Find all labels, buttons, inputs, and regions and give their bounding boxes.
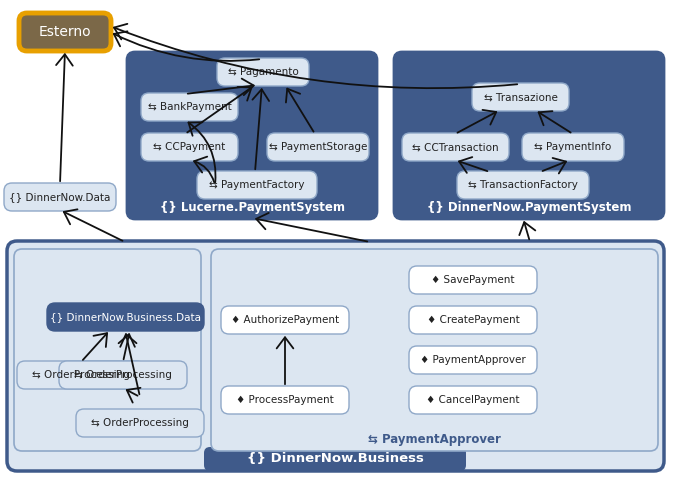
FancyBboxPatch shape [402,133,509,161]
Text: ♦ SavePayment: ♦ SavePayment [431,275,515,285]
Text: ♦ AuthorizePayment: ♦ AuthorizePayment [231,315,339,325]
FancyBboxPatch shape [47,303,204,331]
FancyBboxPatch shape [76,409,204,437]
Text: ♦ ProcessPayment: ♦ ProcessPayment [236,395,334,405]
Text: ⇆ PaymentFactory: ⇆ PaymentFactory [209,180,305,190]
FancyBboxPatch shape [4,183,116,211]
Text: {} DinnerNow.Business.Data: {} DinnerNow.Business.Data [50,312,201,322]
Text: ⇆ TransactionFactory: ⇆ TransactionFactory [468,180,578,190]
FancyBboxPatch shape [204,447,466,471]
FancyBboxPatch shape [221,386,349,414]
Text: ♦ PaymentApprover: ♦ PaymentApprover [420,355,526,365]
FancyBboxPatch shape [457,171,589,199]
FancyBboxPatch shape [221,306,349,334]
Text: ⇆ Transazione: ⇆ Transazione [484,92,557,102]
FancyBboxPatch shape [522,133,624,161]
FancyBboxPatch shape [17,361,145,389]
FancyBboxPatch shape [267,133,369,161]
FancyBboxPatch shape [7,241,664,471]
FancyBboxPatch shape [59,361,187,389]
Text: ♦ CancelPayment: ♦ CancelPayment [426,395,520,405]
Text: {} DinnerNow.Data: {} DinnerNow.Data [9,192,110,202]
Text: ⇆ PaymentInfo: ⇆ PaymentInfo [534,142,612,152]
FancyBboxPatch shape [472,83,569,111]
FancyBboxPatch shape [197,171,317,199]
FancyBboxPatch shape [19,13,111,51]
FancyBboxPatch shape [127,52,377,219]
Text: ⇆ BankPayment: ⇆ BankPayment [147,102,232,112]
FancyBboxPatch shape [394,52,664,219]
Text: ⇆ Pagamento: ⇆ Pagamento [227,67,298,77]
Text: ⇆ PaymentApprover: ⇆ PaymentApprover [368,433,501,445]
FancyBboxPatch shape [409,346,537,374]
Text: {} DinnerNow.PaymentSystem: {} DinnerNow.PaymentSystem [427,200,631,214]
Text: ⇆ OrderProcessing: ⇆ OrderProcessing [32,370,130,380]
Text: {} Lucerne.PaymentSystem: {} Lucerne.PaymentSystem [160,200,345,214]
Text: Esterno: Esterno [38,25,92,39]
Text: ⇆ OrderProcessing: ⇆ OrderProcessing [74,370,172,380]
FancyBboxPatch shape [409,306,537,334]
FancyBboxPatch shape [409,386,537,414]
FancyBboxPatch shape [141,93,238,121]
FancyBboxPatch shape [141,133,238,161]
Text: ♦ CreatePayment: ♦ CreatePayment [427,315,520,325]
FancyBboxPatch shape [14,249,201,451]
FancyBboxPatch shape [211,249,658,451]
FancyBboxPatch shape [409,266,537,294]
Text: ⇆ CCPayment: ⇆ CCPayment [153,142,225,152]
FancyBboxPatch shape [217,58,309,86]
Text: ⇆ PaymentStorage: ⇆ PaymentStorage [269,142,367,152]
Text: {} DinnerNow.Business: {} DinnerNow.Business [246,453,423,466]
Text: ⇆ OrderProcessing: ⇆ OrderProcessing [91,418,189,428]
Text: ⇆ CCTransaction: ⇆ CCTransaction [412,142,499,152]
